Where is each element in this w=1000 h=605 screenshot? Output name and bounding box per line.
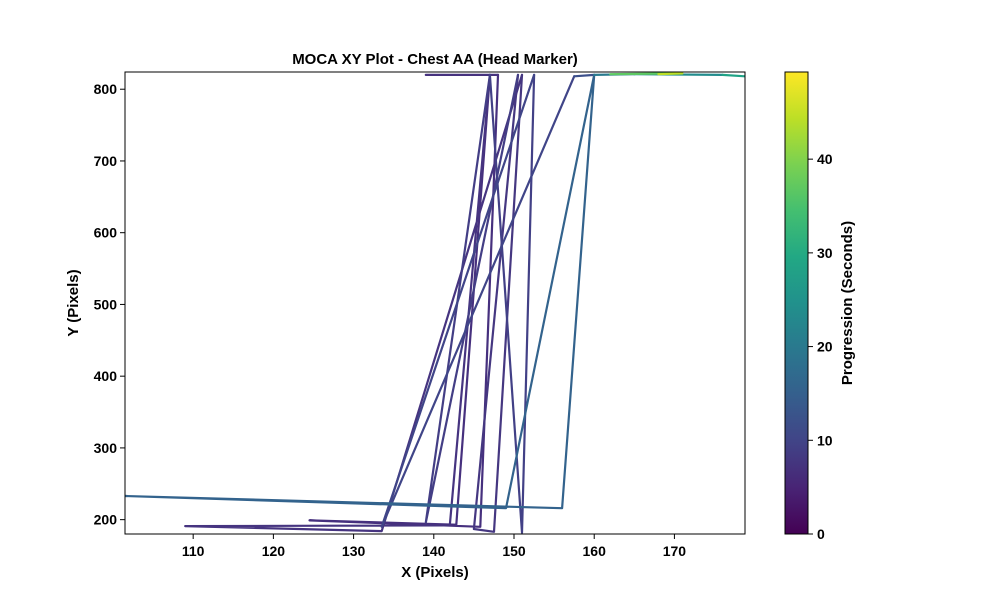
- trajectory-segment: [721, 73, 745, 78]
- y-tick-label: 500: [94, 296, 118, 312]
- colorbar-tick-label: 10: [817, 432, 833, 448]
- colorbar-label: Progression (Seconds): [839, 221, 856, 385]
- y-tick-label: 800: [94, 81, 118, 97]
- colorbar-tick-label: 30: [817, 245, 833, 261]
- colorbar-tick-label: 0: [817, 526, 825, 542]
- plot-frame: [124, 71, 746, 535]
- y-tick-label: 300: [94, 440, 118, 456]
- x-tick-label: 110: [182, 543, 205, 559]
- chart-title: MOCA XY Plot - Chest AA (Head Marker): [292, 51, 578, 68]
- colorbar-tick-label: 40: [817, 151, 833, 167]
- x-tick-label: 160: [583, 543, 607, 559]
- plot-lines: [125, 72, 745, 534]
- trajectory-segment: [424, 73, 520, 524]
- y-axis-label: Y (Pixels): [65, 269, 82, 336]
- trajectory-segment: [380, 73, 576, 528]
- y-tick-label: 700: [94, 153, 118, 169]
- x-tick-label: 120: [262, 543, 286, 559]
- x-tick-label: 140: [422, 543, 446, 559]
- trajectory-segment: [472, 73, 524, 533]
- trajectory-segment: [488, 73, 536, 534]
- y-tick-label: 600: [94, 225, 118, 241]
- colorbar: [784, 71, 809, 535]
- x-tick-label: 150: [502, 543, 526, 559]
- y-axis-ticks: 200 300 400 500 600 700 800: [94, 81, 125, 528]
- trajectory-segment: [125, 73, 596, 510]
- y-tick-label: 200: [94, 512, 118, 528]
- colorbar-ticks: 0 10 20 30 40: [808, 151, 833, 542]
- x-tick-label: 170: [663, 543, 687, 559]
- trajectory-segment: [184, 73, 524, 533]
- trajectory-segment: [573, 73, 596, 78]
- colorbar-tick-label: 20: [817, 339, 833, 355]
- y-tick-label: 400: [94, 368, 118, 384]
- x-axis-ticks: 110 120 130 140 150 160 170: [182, 534, 686, 559]
- trajectory-segment: [657, 72, 684, 76]
- x-tick-label: 130: [342, 543, 366, 559]
- x-axis-label: X (Pixels): [401, 564, 469, 581]
- trajectory-segment: [308, 73, 500, 528]
